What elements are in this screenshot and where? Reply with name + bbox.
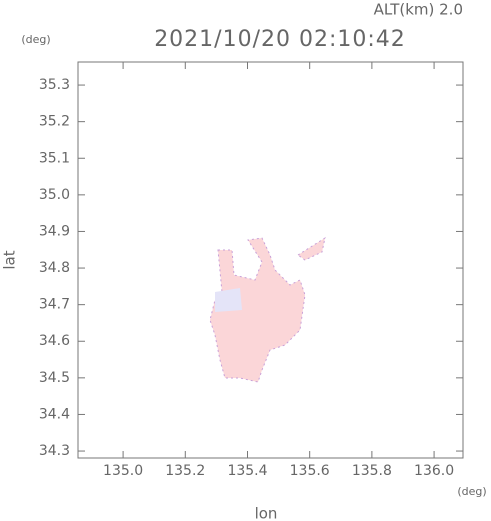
x-axis-label: lon bbox=[255, 505, 278, 521]
y-tick-label: 35.3 bbox=[39, 77, 70, 93]
echo-main bbox=[209, 237, 306, 383]
x-tick-label: 135.0 bbox=[103, 463, 143, 479]
x-unit: (deg) bbox=[457, 485, 486, 498]
x-tick-label: 135.8 bbox=[352, 463, 392, 479]
y-tick-label: 34.4 bbox=[39, 406, 70, 422]
echo-northeast bbox=[297, 236, 326, 261]
altitude-label: ALT(km) 2.0 bbox=[374, 1, 463, 19]
y-tick-label: 34.7 bbox=[39, 297, 70, 313]
x-tick-label: 135.6 bbox=[290, 463, 330, 479]
y-tick-label: 34.8 bbox=[39, 260, 70, 276]
echo-area bbox=[209, 236, 326, 383]
y-axis-label: lat bbox=[1, 250, 19, 269]
y-unit: (deg) bbox=[21, 33, 50, 46]
y-tick-label: 35.1 bbox=[39, 150, 70, 166]
y-tick-label: 34.3 bbox=[39, 443, 70, 459]
x-tick-label: 135.2 bbox=[165, 463, 205, 479]
y-tick-label: 34.6 bbox=[39, 333, 70, 349]
echo-blue bbox=[215, 288, 242, 312]
y-tick-label: 35.2 bbox=[39, 114, 70, 130]
x-tick-label: 135.4 bbox=[227, 463, 267, 479]
y-tick-label: 34.5 bbox=[39, 370, 70, 386]
y-tick-label: 34.9 bbox=[39, 223, 70, 239]
chart-title: 2021/10/20 02:10:42 bbox=[154, 27, 406, 52]
x-tick-label: 136.0 bbox=[414, 463, 454, 479]
y-tick-label: 35.0 bbox=[39, 187, 70, 203]
plot-frame bbox=[77, 61, 464, 459]
